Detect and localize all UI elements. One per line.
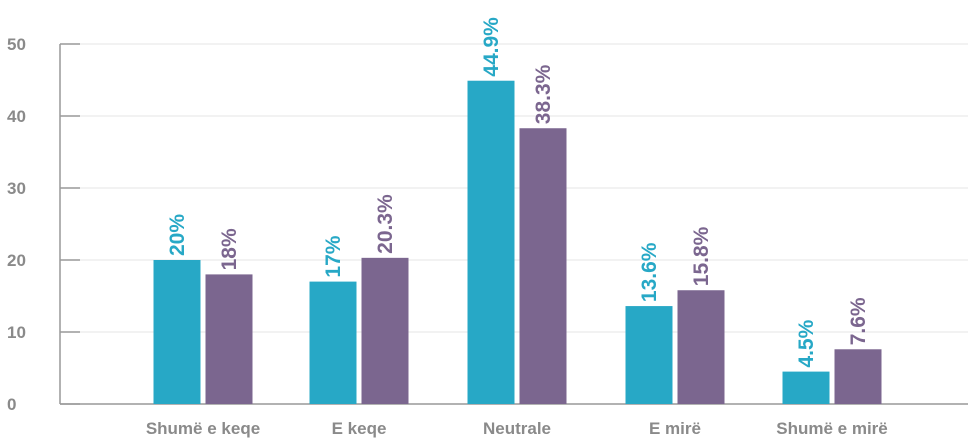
y-tick-label: 10: [7, 323, 26, 342]
data-label: 20%: [166, 214, 189, 256]
category-label: E keqe: [332, 419, 387, 438]
data-label: 7.6%: [847, 297, 870, 345]
data-label: 38.3%: [532, 64, 555, 124]
y-tick-label: 50: [7, 35, 26, 54]
category-labels: Shumë e keqe E keqe Neutrale E mirë Shumë e …: [146, 419, 888, 438]
category-label: Shumë e keqe: [146, 419, 260, 438]
bar: [153, 260, 201, 404]
data-label: 18%: [218, 228, 241, 270]
y-tick-label: 30: [7, 179, 26, 198]
data-label: 4.5%: [795, 319, 818, 367]
bar: [677, 290, 725, 404]
bar: [361, 257, 409, 404]
bars: [153, 80, 882, 405]
bar: [782, 371, 830, 404]
category-label: Neutrale: [483, 419, 551, 438]
bar: [519, 128, 567, 405]
y-tick-label: 20: [7, 251, 26, 270]
category-label: E mirë: [649, 419, 701, 438]
data-label: 13.6%: [638, 242, 661, 302]
category-label: Shumë e mirë: [776, 419, 888, 438]
data-label: 17%: [322, 235, 345, 277]
y-tick-label: 0: [7, 395, 16, 414]
bar: [205, 274, 253, 404]
bar: [625, 306, 673, 404]
bar: [309, 281, 357, 404]
data-label: 15.8%: [690, 226, 713, 286]
data-label: 44.9%: [480, 17, 503, 77]
data-label: 20.3%: [374, 194, 397, 254]
y-tick-label: 40: [7, 107, 26, 126]
data-labels: 20% 18% 17% 20.3% 44.9% 38.3% 13.6% 15.8% 4.5% 7.…: [166, 17, 870, 368]
bar: [834, 349, 882, 404]
bar: [467, 80, 515, 404]
